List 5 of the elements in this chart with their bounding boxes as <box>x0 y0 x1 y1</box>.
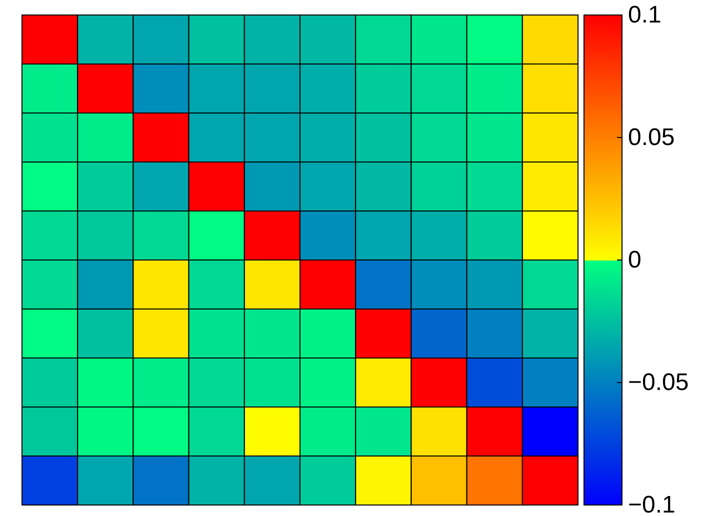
color-bar-label: −0.1 <box>628 492 676 516</box>
color-bar-label: 0.05 <box>628 124 675 152</box>
color-bar-label: −0.05 <box>628 369 689 396</box>
color-bar-label: 0 <box>628 246 642 274</box>
color-bar-label: 0.1 <box>628 2 662 29</box>
